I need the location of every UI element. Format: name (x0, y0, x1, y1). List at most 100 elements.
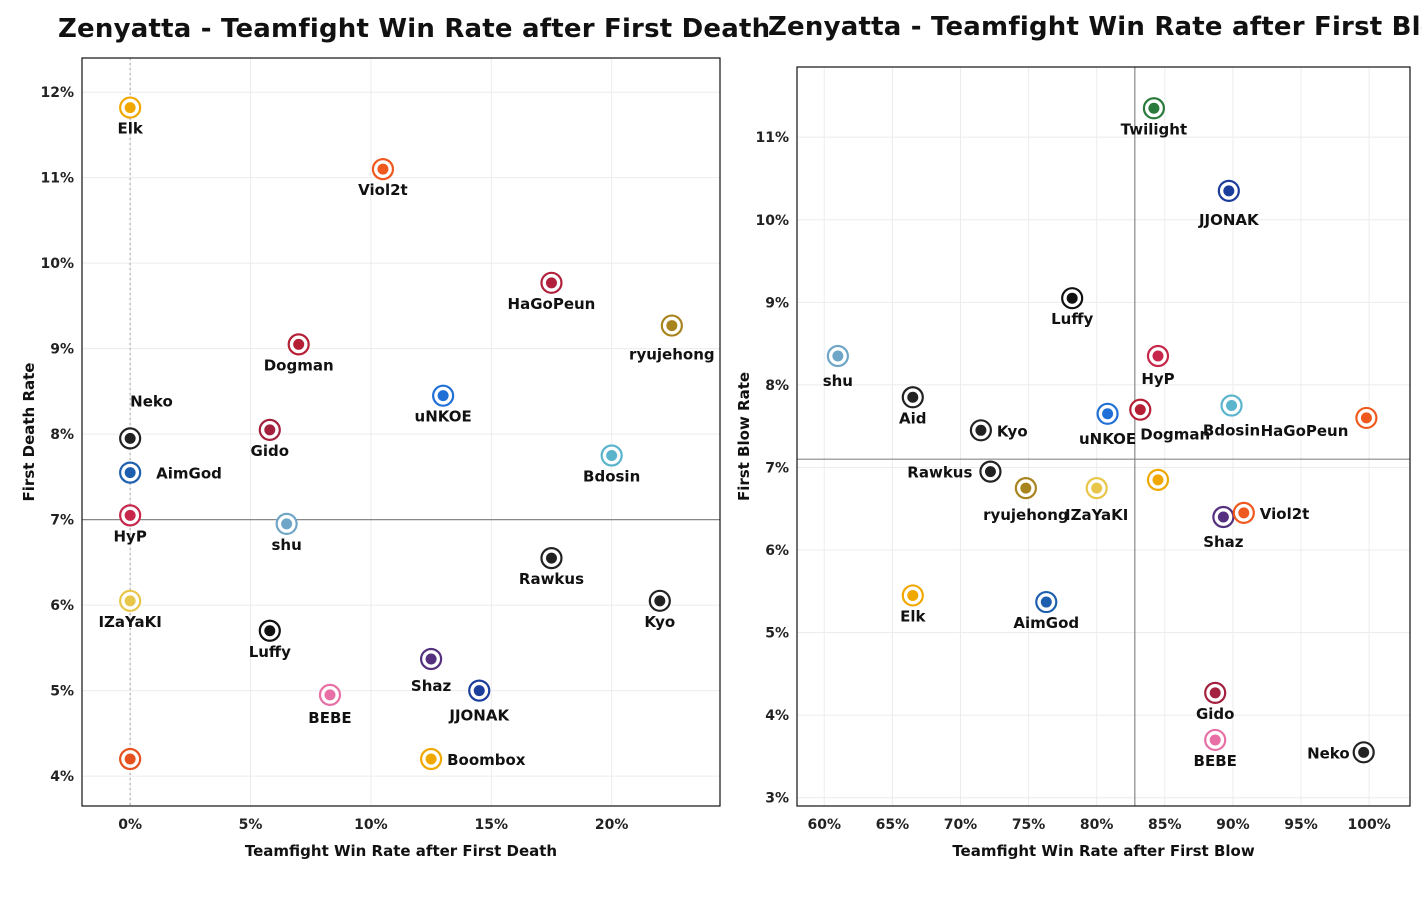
point-label-dogman: Dogman (1140, 426, 1210, 444)
x-tick-label: 95% (1284, 817, 1318, 833)
team-logo-point-izayaki (119, 589, 142, 612)
logo-core (377, 163, 389, 175)
point-label-izayaki: IZaYaKI (98, 613, 161, 631)
team-logo-point-shaz (419, 647, 443, 671)
logo-core (545, 552, 557, 564)
team-logo-point-dogman (1129, 398, 1152, 421)
team-logo-point-izayaki (1085, 477, 1108, 500)
y-tick-label: 9% (50, 342, 74, 358)
x-axis-title: Teamfight Win Rate after First Death (245, 842, 557, 860)
point-label-jjonak: JJONAK (448, 707, 510, 725)
point-label-rawkus: Rawkus (907, 464, 972, 482)
x-tick-label: 65% (876, 817, 910, 833)
logo-core (1134, 404, 1146, 416)
x-tick-label: 5% (239, 817, 263, 833)
team-logo-point-aimgod (1035, 590, 1058, 614)
point-label-gido: Gido (251, 442, 290, 460)
point-label-bdosin: Bdosin (583, 468, 640, 486)
logo-core (124, 432, 136, 444)
point-label-elk: Elk (900, 607, 926, 625)
right-chart-svg: 60% 65% 70% 75% 80% 85% 90% 95% 100% 3% 4% 5% 6% 7% 8%… (735, 66, 1411, 860)
team-logo-point-ryujehong (660, 314, 683, 337)
logo-core (1148, 102, 1160, 114)
y-tick-label: 7% (50, 513, 74, 529)
right-chart-title: Zenyatta - Teamfight Win Rate after Firs… (768, 12, 1422, 42)
point-label-bdosin: Bdosin (1203, 422, 1260, 440)
y-tick-label: 12% (40, 85, 74, 101)
point-label-ryujehong: ryujehong (629, 346, 715, 364)
point-label-ryujehong: ryujehong (983, 506, 1069, 524)
logo-core (654, 595, 666, 607)
team-logo-point-shu (275, 512, 298, 535)
x-tick-label: 70% (944, 817, 978, 833)
team-logo-point-shu (826, 344, 849, 368)
team-logo-point-rawkus (540, 546, 563, 570)
y-tick-label: 6% (765, 543, 789, 559)
plot-frame (81, 57, 721, 807)
point-label-viol2t: Viol2t (1260, 505, 1310, 523)
logo-core (606, 450, 618, 462)
team-logo-point-neko (119, 427, 142, 450)
logo-core (1223, 185, 1235, 197)
team-logo-point-gido (1204, 681, 1227, 704)
logo-core (473, 685, 485, 697)
logo-core (975, 424, 987, 436)
team-logo-point-bdosin (600, 444, 623, 467)
logo-core (124, 102, 136, 114)
point-label-shu: shu (823, 372, 853, 390)
point-label-shu: shu (271, 536, 301, 554)
logo-core (264, 424, 276, 436)
team-logo-point-kyo (969, 419, 992, 442)
team-logo-point-elk (119, 96, 142, 119)
team-logo-point-jjonak (1217, 179, 1240, 202)
point-label-dogman: Dogman (264, 356, 334, 374)
logo-core (666, 320, 678, 332)
y-axis-title: First Death Rate (20, 363, 38, 502)
y-tick-label: 11% (755, 130, 789, 146)
team-logo-point-hagopeun (540, 271, 563, 294)
y-tick-label: 5% (50, 684, 74, 700)
team-logo-point-elk (901, 584, 924, 607)
point-label-unkoe: uNKOE (1079, 430, 1136, 448)
logo-core (907, 589, 919, 601)
point-label-neko: Neko (1307, 744, 1350, 762)
team-logo-point-unkoe (1096, 402, 1119, 425)
point-label-izayaki: IZaYaKI (1065, 506, 1128, 524)
logo-core (1091, 482, 1103, 494)
team-logo-point-hyp (1146, 344, 1170, 368)
logo-core (1360, 412, 1372, 424)
team-logo-point-rawkus (979, 460, 1002, 483)
y-tick-label: 9% (765, 295, 789, 311)
left-chart-title: Zenyatta - Teamfight Win Rate after Firs… (58, 14, 771, 44)
y-tick-label: 3% (765, 791, 789, 807)
point-label-boombox: Boombox (447, 751, 526, 769)
point-label-jjonak: JJONAK (1198, 211, 1260, 229)
point-label-kyo: Kyo (997, 422, 1028, 440)
point-label-aid: Aid (899, 409, 927, 427)
point-label-elk: Elk (117, 120, 143, 138)
team-logo-point-bebe (318, 683, 342, 706)
point-label-hagopeun: HaGoPeun (508, 295, 596, 313)
team-logo-point-bebe (1204, 728, 1227, 752)
x-tick-label: 10% (354, 817, 388, 833)
point-label-aimgod: AimGod (1013, 614, 1079, 632)
logo-core (1152, 474, 1164, 486)
team-logo-point-unlabeled (1146, 468, 1170, 491)
x-tick-label: 75% (1012, 817, 1046, 833)
x-tick-label: 0% (118, 817, 142, 833)
logo-core (1152, 350, 1164, 362)
point-label-bebe: BEBE (1194, 752, 1237, 770)
logo-core (264, 625, 276, 637)
logo-core (1102, 408, 1114, 420)
point-label-twilight: Twilight (1121, 120, 1187, 138)
point-label-unkoe: uNKOE (415, 408, 472, 426)
x-tick-label: 85% (1148, 817, 1182, 833)
logo-core (1209, 734, 1221, 746)
team-logo-point-neko (1352, 741, 1375, 764)
point-label-hyp: HyP (1141, 370, 1174, 388)
team-logo-point-aimgod (119, 461, 142, 484)
team-logo-point-jjonak (468, 679, 491, 702)
point-label-viol2t: Viol2t (358, 181, 408, 199)
left-chart: Zenyatta - Teamfight Win Rate after Firs… (20, 14, 770, 860)
team-logo-point-viol2t (371, 158, 395, 181)
